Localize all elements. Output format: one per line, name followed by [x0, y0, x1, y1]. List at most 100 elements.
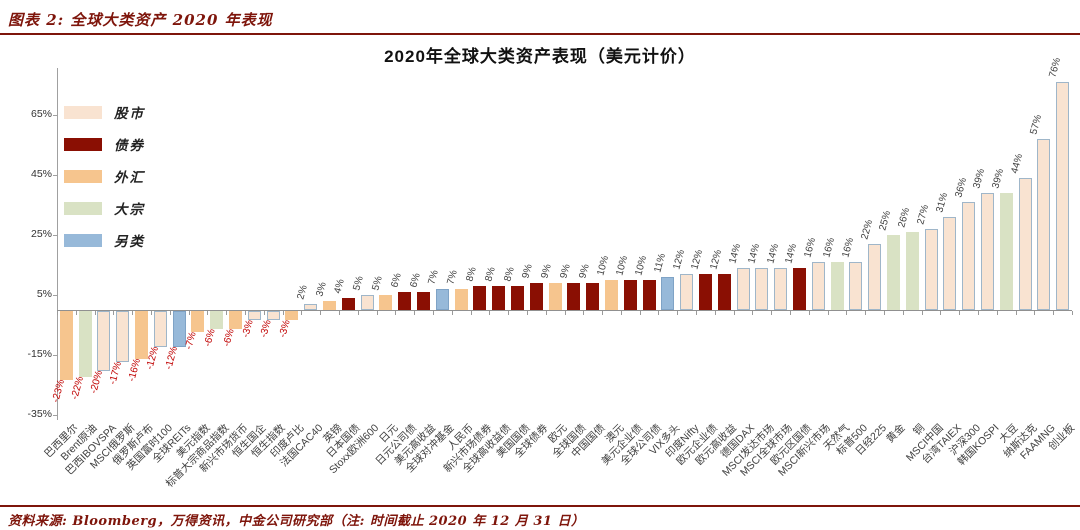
category-axis-tick — [752, 311, 754, 315]
category-axis-tick — [808, 311, 810, 315]
y-axis-tick-label: 45% — [30, 168, 52, 180]
category-axis-tick — [790, 311, 792, 315]
bar-bond — [529, 283, 543, 310]
bar-bond — [717, 274, 731, 310]
legend-swatch-bond — [64, 137, 102, 151]
bar-value-label: 9% — [539, 262, 554, 280]
bar-value-label: 6% — [389, 271, 404, 289]
legend-label: 债券 — [114, 138, 145, 154]
bar-fx — [285, 311, 299, 320]
y-axis-tick-mark — [53, 115, 57, 116]
category-axis-tick — [113, 311, 115, 315]
y-axis-tick-mark — [53, 175, 57, 176]
bar-bond — [623, 280, 637, 310]
category-axis-tick — [150, 311, 152, 315]
bar-fx — [454, 289, 468, 310]
legend-swatch-alternative — [64, 233, 102, 247]
category-axis-tick — [489, 311, 491, 315]
bar-bond — [698, 274, 712, 310]
legend-item-alternative: 另类 — [64, 230, 145, 250]
category-axis-tick — [301, 311, 303, 315]
bar-value-label: 8% — [483, 265, 498, 283]
bar-value-label: 76% — [1047, 56, 1063, 79]
bar-value-label: -3% — [277, 319, 293, 340]
bar-value-label: 44% — [1009, 152, 1026, 175]
category-axis-tick — [451, 311, 453, 315]
category-axis-tick — [733, 311, 735, 315]
bar-value-label: -23% — [50, 378, 68, 404]
bar-stock — [849, 262, 863, 310]
bar-commodity — [999, 193, 1013, 310]
category-axis-tick — [696, 311, 698, 315]
bar-value-label: 22% — [859, 218, 875, 241]
category-axis-tick — [545, 311, 547, 315]
bar-value-label: 10% — [595, 254, 612, 277]
category-axis-tick — [921, 311, 923, 315]
bar-value-label: 8% — [501, 265, 517, 283]
y-axis-tick-label: -15% — [27, 348, 52, 360]
bar-value-label: 14% — [746, 242, 763, 265]
bar-value-label: 5% — [351, 274, 366, 292]
category-axis-tick — [771, 311, 773, 315]
bar-commodity — [905, 232, 919, 310]
bar-value-label: 7% — [445, 268, 460, 286]
header-divider — [0, 33, 1080, 35]
bar-commodity — [830, 262, 844, 310]
bar-bond — [341, 298, 355, 310]
category-axis-tick — [357, 311, 359, 315]
bar-value-label: 31% — [934, 191, 951, 214]
bar-value-label: 4% — [332, 277, 348, 295]
bar-stock — [304, 304, 318, 310]
category-axis-tick — [508, 311, 510, 315]
bar-stock — [736, 268, 750, 310]
legend-item-bond: 债券 — [64, 134, 145, 154]
bar-bond — [642, 280, 656, 310]
bar-stock — [1056, 82, 1070, 310]
bar-stock — [924, 229, 938, 310]
legend-item-fx: 外汇 — [64, 166, 145, 186]
bar-value-label: 11% — [652, 252, 668, 274]
bar-value-label: 12% — [708, 248, 725, 271]
category-axis-tick — [978, 311, 980, 315]
category-axis-tick — [470, 311, 472, 315]
y-axis-tick-mark — [53, 415, 57, 416]
bar-stock — [868, 244, 882, 310]
bar-value-label: 5% — [370, 274, 385, 292]
bar-value-label: 25% — [877, 209, 894, 232]
legend-swatch-commodity — [64, 201, 102, 215]
bar-bond — [567, 283, 581, 310]
bar-value-label: 12% — [689, 248, 706, 271]
bar-value-label: 9% — [558, 262, 573, 280]
legend-label: 股市 — [114, 106, 145, 122]
bar-commodity — [210, 311, 224, 329]
bar-stock — [962, 202, 976, 310]
category-axis-tick — [902, 311, 904, 315]
bar-value-label: 39% — [971, 167, 988, 190]
bar-value-label: 9% — [520, 262, 536, 280]
bar-commodity — [78, 311, 92, 377]
category-axis-tick — [169, 311, 171, 315]
category-axis-tick — [940, 311, 942, 315]
category-axis-tick — [639, 311, 641, 315]
bar-alternative — [172, 311, 186, 347]
category-axis-tick — [1053, 311, 1055, 315]
bar-value-label: 36% — [953, 176, 969, 199]
bar-fx — [604, 280, 618, 310]
category-axis-tick — [526, 311, 528, 315]
bar-value-label: 3% — [313, 280, 329, 298]
category-axis-tick — [188, 311, 190, 315]
bar-value-label: 2% — [295, 283, 310, 301]
bar-chart: 2020年全球大类资产表现（美元计价） -35% -15% 5% 25% 45% 65% -… — [0, 38, 1080, 503]
bar-stock — [116, 311, 130, 362]
bar-value-label: 16% — [821, 236, 838, 259]
category-axis-tick — [602, 311, 604, 315]
bar-value-label: 39% — [990, 167, 1007, 190]
bar-stock — [1018, 178, 1032, 310]
bar-stock — [943, 217, 957, 310]
y-axis-tick-label: -35% — [27, 408, 52, 420]
bar-value-label: 10% — [633, 254, 650, 277]
bar-value-label: 14% — [783, 242, 800, 265]
bar-stock — [97, 311, 111, 371]
bar-fx — [379, 295, 393, 310]
bar-value-label: 27% — [915, 203, 932, 226]
